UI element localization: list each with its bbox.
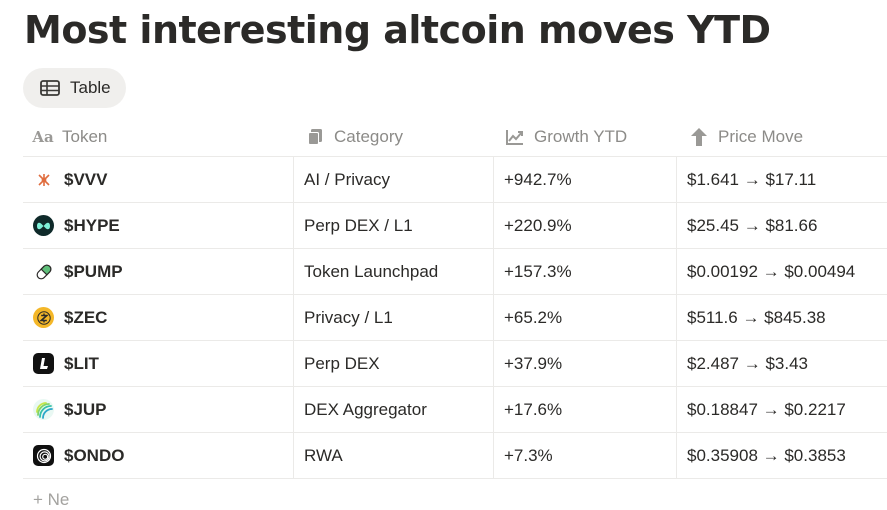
token-name: $PUMP: [64, 261, 123, 281]
vvv-logo-icon: [33, 169, 54, 190]
token-name: $HYPE: [64, 215, 120, 235]
jup-logo-icon: [33, 399, 54, 420]
table-row[interactable]: $VVV AI / Privacy +942.7% $1.641 → $17.1…: [23, 157, 887, 203]
growth-cell[interactable]: +65.2%: [493, 295, 676, 340]
token-name: $ONDO: [64, 445, 125, 465]
table-row[interactable]: $LIT Perp DEX +37.9% $2.487 → $3.43: [23, 341, 887, 387]
table-row[interactable]: $ZEC Privacy / L1 +65.2% $511.6 → $845.3…: [23, 295, 887, 341]
table-row[interactable]: $PUMP Token Launchpad +157.3% $0.00192 →…: [23, 249, 887, 295]
price-cell[interactable]: $25.45 → $81.66: [676, 203, 887, 248]
growth-cell[interactable]: +157.3%: [493, 249, 676, 294]
table-row[interactable]: $JUP DEX Aggregator +17.6% $0.18847 → $0…: [23, 387, 887, 433]
pill-icon: [33, 261, 54, 282]
price-cell[interactable]: $2.487 → $3.43: [676, 341, 887, 386]
growth-cell[interactable]: +220.9%: [493, 203, 676, 248]
price-cell[interactable]: $0.00192 → $0.00494: [676, 249, 887, 294]
page-title: Most interesting altcoin moves YTD: [24, 8, 771, 52]
token-cell[interactable]: $HYPE: [23, 203, 293, 248]
multi-select-icon: [304, 127, 326, 147]
token-name: $LIT: [64, 353, 99, 373]
growth-cell[interactable]: +7.3%: [493, 433, 676, 478]
ondo-logo-icon: [33, 445, 54, 466]
category-cell[interactable]: Privacy / L1: [293, 295, 493, 340]
price-cell[interactable]: $1.641 → $17.11: [676, 157, 887, 202]
data-table: Aa Token Category Growth YTD: [23, 117, 887, 479]
price-cell[interactable]: $0.35908 → $0.3853: [676, 433, 887, 478]
category-cell[interactable]: Token Launchpad: [293, 249, 493, 294]
column-header-category[interactable]: Category: [293, 117, 493, 156]
token-name: $VVV: [64, 169, 108, 189]
token-cell[interactable]: $LIT: [23, 341, 293, 386]
category-cell[interactable]: Perp DEX: [293, 341, 493, 386]
price-cell[interactable]: $511.6 → $845.38: [676, 295, 887, 340]
table-header: Aa Token Category Growth YTD: [23, 117, 887, 157]
column-header-token[interactable]: Aa Token: [32, 126, 108, 146]
growth-cell[interactable]: +17.6%: [493, 387, 676, 432]
arrow-up-icon: [688, 127, 710, 147]
growth-cell[interactable]: +37.9%: [493, 341, 676, 386]
lit-logo-icon: [33, 353, 54, 374]
new-row-button[interactable]: + Ne: [33, 490, 70, 509]
price-cell[interactable]: $0.18847 → $0.2217: [676, 387, 887, 432]
token-name: $ZEC: [64, 307, 108, 327]
token-cell[interactable]: $VVV: [23, 157, 293, 202]
column-header-growth[interactable]: Growth YTD: [493, 117, 676, 156]
category-cell[interactable]: AI / Privacy: [293, 157, 493, 202]
token-cell[interactable]: $ONDO: [23, 433, 293, 478]
table-row[interactable]: $ONDO RWA +7.3% $0.35908 → $0.3853: [23, 433, 887, 479]
category-cell[interactable]: RWA: [293, 433, 493, 478]
growth-cell[interactable]: +942.7%: [493, 157, 676, 202]
token-cell[interactable]: $JUP: [23, 387, 293, 432]
text-property-icon: Aa: [32, 127, 54, 146]
table-row[interactable]: $HYPE Perp DEX / L1 +220.9% $25.45 → $81…: [23, 203, 887, 249]
view-tab-label: Table: [70, 78, 111, 97]
category-cell[interactable]: Perp DEX / L1: [293, 203, 493, 248]
hype-logo-icon: [33, 215, 54, 236]
token-name: $JUP: [64, 399, 107, 419]
category-cell[interactable]: DEX Aggregator: [293, 387, 493, 432]
token-cell[interactable]: $ZEC: [23, 295, 293, 340]
view-tab-table[interactable]: Table: [23, 68, 126, 108]
column-header-price[interactable]: Price Move: [676, 117, 887, 156]
zec-logo-icon: [33, 307, 54, 328]
chart-icon: [504, 127, 526, 147]
token-cell[interactable]: $PUMP: [23, 249, 293, 294]
table-icon: [40, 80, 60, 96]
